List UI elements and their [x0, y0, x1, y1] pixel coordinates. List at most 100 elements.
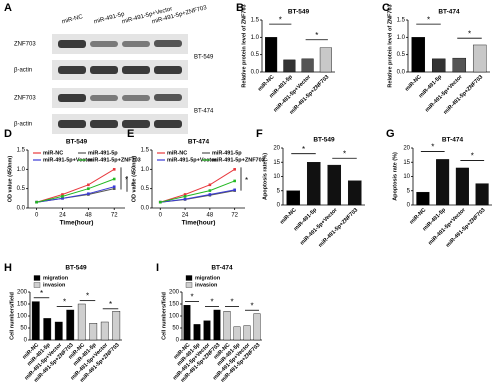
point-marker: [112, 187, 116, 190]
significance-label: *: [250, 301, 253, 310]
x-tick-label: miR-491-5p+ZNF703: [318, 207, 360, 249]
x-tick-label: 72: [111, 213, 118, 219]
chart-title: BT-474: [438, 9, 460, 16]
bar: [89, 323, 98, 341]
y-tick-label: 150: [17, 302, 28, 308]
band: [58, 66, 86, 74]
bar: [54, 321, 63, 341]
significance-label: *: [427, 15, 430, 24]
point-marker: [61, 197, 64, 200]
x-tick-label: miR-NC: [404, 74, 423, 93]
y-tick-label: 1.0: [141, 167, 150, 173]
point-marker: [208, 189, 212, 192]
y-axis-label: Cell numbers/field: [9, 292, 15, 340]
y-tick-label: 10: [273, 174, 280, 180]
point-marker: [158, 200, 162, 204]
y-tick-label: 1.5: [17, 148, 26, 154]
y-axis-label: Cell numbers/field: [161, 292, 167, 340]
blot-strip: [52, 88, 188, 108]
column-label: miR-NC: [61, 14, 84, 25]
band: [90, 95, 118, 101]
bar: [327, 164, 342, 206]
chart-title: BT-549: [66, 139, 88, 146]
band: [58, 94, 86, 102]
x-axis-label: Time(hour): [60, 220, 94, 227]
legend-label: miR-NC: [167, 150, 187, 156]
y-tick-label: 50: [20, 326, 27, 332]
bar: [223, 311, 231, 341]
bar: [283, 59, 296, 73]
significance-label: *: [230, 298, 233, 307]
bar: [203, 320, 211, 341]
bar: [112, 311, 121, 341]
row-label: ZNF703: [14, 96, 36, 102]
panel-letter: D: [4, 128, 12, 140]
significance-label: *: [468, 29, 471, 38]
chart-title: BT-549: [65, 265, 87, 272]
bar: [455, 167, 469, 206]
row-label: β-actin: [14, 122, 32, 128]
cell-line-label: BT-474: [194, 109, 214, 115]
band: [154, 94, 182, 101]
y-tick-label: 0.5: [251, 52, 260, 58]
column-label: miR-491-5p: [93, 11, 125, 25]
y-tick-label: 5: [277, 188, 281, 194]
series-line: [36, 168, 115, 203]
significance-label: *: [131, 181, 134, 190]
chart-title: BT-474: [211, 265, 233, 272]
x-tick-label: miR-491-5p+Vector: [424, 74, 464, 114]
significance-label: *: [63, 298, 66, 307]
significance-label: *: [245, 176, 248, 185]
y-tick-label: 1.0: [17, 167, 26, 173]
panel-letter: F: [256, 128, 263, 140]
series-line: [160, 180, 235, 203]
x-tick-label: miR-491-5p+Vector: [299, 207, 339, 247]
legend-swatch: [185, 282, 193, 288]
y-tick-label: 0.0: [397, 70, 406, 76]
y-tick-label: 50: [172, 326, 179, 332]
panel-letter: E: [127, 128, 134, 140]
cell-line-label: BT-549: [194, 55, 214, 61]
x-tick-label: 0: [35, 213, 39, 219]
point-marker: [233, 179, 236, 183]
bar: [475, 183, 489, 206]
y-tick-label: 10: [403, 174, 410, 180]
y-axis-label: Apoptosis rate (%): [392, 152, 398, 201]
point-marker: [112, 185, 116, 189]
band: [154, 40, 182, 47]
bar: [411, 37, 426, 73]
series-line: [160, 189, 235, 203]
legend-label: invasion: [195, 282, 218, 288]
y-tick-label: 0.5: [397, 52, 406, 58]
y-tick-label: 0.5: [141, 186, 150, 192]
bar: [193, 324, 201, 341]
bar: [306, 162, 321, 206]
y-tick-label: 0: [277, 203, 281, 209]
band: [122, 66, 150, 74]
y-tick-label: 100: [17, 314, 28, 320]
bar: [431, 58, 446, 73]
y-tick-label: 150: [169, 302, 180, 308]
chart-title: BT-549: [313, 137, 335, 144]
blot-strip: [52, 114, 188, 134]
point-marker: [183, 197, 187, 201]
band: [90, 120, 118, 128]
point-marker: [87, 192, 90, 195]
point-marker: [61, 195, 64, 198]
y-tick-label: 20: [273, 146, 280, 152]
bar: [301, 58, 314, 73]
y-tick-label: 1.5: [251, 18, 260, 24]
band: [122, 41, 150, 47]
y-axis-label: OD value (450nm): [131, 156, 137, 203]
band: [122, 95, 150, 101]
point-marker: [87, 183, 90, 187]
significance-label: *: [471, 152, 474, 161]
row-label: ZNF703: [14, 42, 36, 48]
bar: [213, 309, 221, 341]
bar: [472, 44, 487, 73]
point-marker: [35, 200, 38, 204]
bar: [452, 57, 467, 73]
legend-swatch: [33, 282, 41, 288]
panel-letter: G: [386, 128, 395, 140]
